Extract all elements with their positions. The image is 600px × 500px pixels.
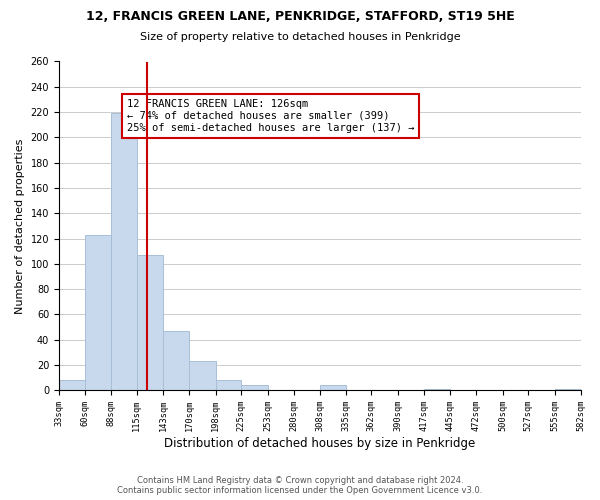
- Text: Contains HM Land Registry data © Crown copyright and database right 2024.
Contai: Contains HM Land Registry data © Crown c…: [118, 476, 482, 495]
- Bar: [215, 380, 241, 390]
- Text: 12, FRANCIS GREEN LANE, PENKRIDGE, STAFFORD, ST19 5HE: 12, FRANCIS GREEN LANE, PENKRIDGE, STAFF…: [86, 10, 514, 23]
- Bar: [137, 255, 163, 390]
- Bar: [555, 389, 581, 390]
- Bar: [85, 234, 111, 390]
- X-axis label: Distribution of detached houses by size in Penkridge: Distribution of detached houses by size …: [164, 437, 475, 450]
- Bar: [241, 385, 268, 390]
- Bar: [189, 361, 215, 390]
- Text: Size of property relative to detached houses in Penkridge: Size of property relative to detached ho…: [140, 32, 460, 42]
- Bar: [163, 331, 189, 390]
- Bar: [111, 114, 137, 390]
- Y-axis label: Number of detached properties: Number of detached properties: [15, 138, 25, 314]
- Bar: [59, 380, 85, 390]
- Bar: [424, 389, 451, 390]
- Bar: [320, 385, 346, 390]
- Text: 12 FRANCIS GREEN LANE: 126sqm
← 74% of detached houses are smaller (399)
25% of : 12 FRANCIS GREEN LANE: 126sqm ← 74% of d…: [127, 100, 414, 132]
